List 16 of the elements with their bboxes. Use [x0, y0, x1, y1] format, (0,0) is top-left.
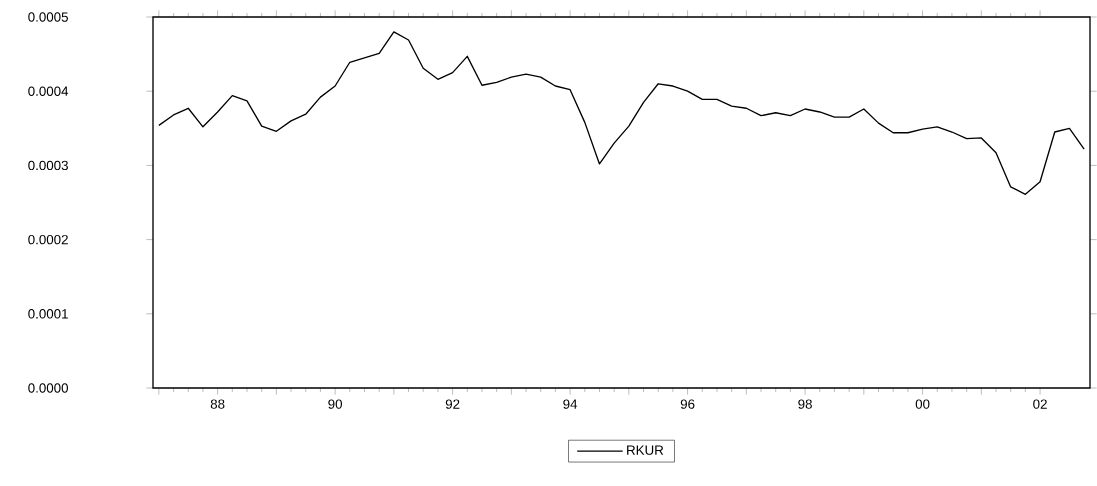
- x-tick-label: 94: [563, 399, 578, 409]
- y-tick-label: 0.0000: [28, 383, 68, 393]
- line-series: [158, 31, 1085, 196]
- legend-label: RKUR: [627, 445, 664, 455]
- x-tick-label: 96: [680, 399, 695, 409]
- y-tick-label: 0.0003: [28, 160, 68, 171]
- x-tick-label: 90: [328, 399, 343, 409]
- x-tick-label: 02: [1033, 399, 1047, 409]
- y-tick-label: 0.0002: [28, 234, 68, 245]
- x-tick-label: 00: [915, 399, 930, 409]
- y-tick-label: 0.0001: [28, 309, 68, 319]
- y-tick-label: 0.0005: [28, 12, 68, 22]
- x-tick-label: 98: [798, 399, 812, 409]
- y-tick-label: 0.0004: [28, 86, 69, 96]
- x-tick-label: 88: [210, 399, 225, 409]
- x-tick-label: 92: [445, 399, 460, 409]
